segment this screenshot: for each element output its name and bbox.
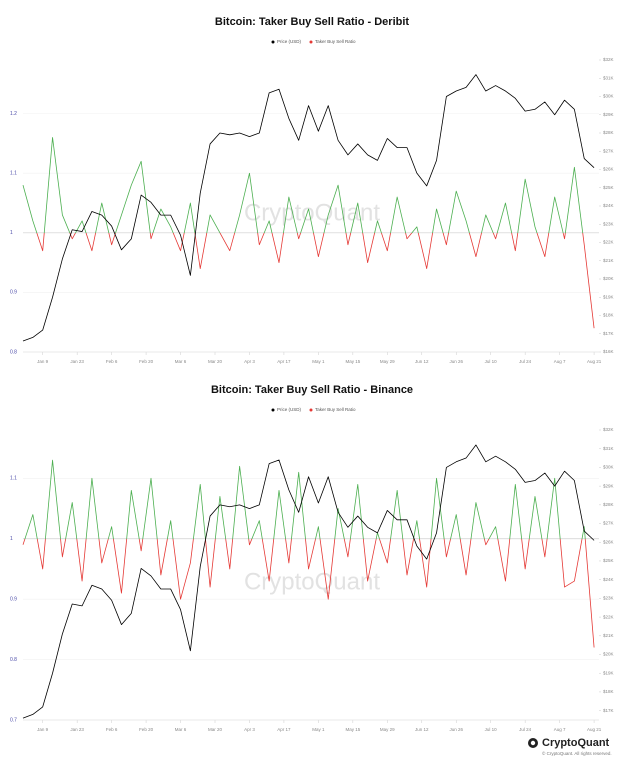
y2-tick-label: $20K [603, 276, 614, 281]
y-tick-label: 1.1 [10, 171, 17, 177]
brand-logo-hole [530, 740, 536, 746]
watermark: CryptoQuant [244, 568, 380, 595]
y2-tick-label: $26K [603, 539, 614, 544]
x-tick-label: Jun 12 [415, 359, 429, 364]
y2-tick-label: $23K [603, 596, 614, 601]
y2-tick-label: $28K [603, 502, 614, 507]
y2-tick-label: $20K [603, 652, 614, 657]
x-tick-label: Jul 24 [519, 359, 532, 364]
y2-tick-label: $18K [603, 313, 614, 318]
x-tick-label: Apr 3 [244, 359, 255, 364]
legend-swatch [271, 40, 275, 44]
x-tick-label: Aug 21 [587, 727, 602, 732]
x-tick-label: Mar 20 [208, 359, 223, 364]
x-tick-label: Jan 9 [37, 727, 49, 732]
y-tick-label: 0.9 [10, 290, 17, 296]
legend-swatch [309, 40, 313, 44]
y-tick-label: 1.2 [10, 111, 17, 117]
x-tick-label: May 1 [312, 727, 325, 732]
x-tick-label: Mar 20 [208, 727, 223, 732]
y2-tick-label: $30K [603, 94, 614, 99]
y2-tick-label: $29K [603, 112, 614, 117]
y-tick-label: 1.1 [10, 476, 17, 482]
legend-label: Price (USD) [277, 407, 302, 412]
y2-tick-label: $22K [603, 614, 614, 619]
x-tick-label: Aug 21 [587, 359, 602, 364]
x-tick-label: May 15 [345, 727, 360, 732]
x-tick-label: May 29 [380, 359, 395, 364]
y2-tick-label: $26K [603, 167, 614, 172]
chart-title: Bitcoin: Taker Buy Sell Ratio - Binance [211, 384, 413, 396]
x-tick-label: Feb 6 [106, 359, 118, 364]
y2-tick-label: $19K [603, 294, 614, 299]
y2-tick-label: $31K [603, 75, 614, 80]
y2-tick-label: $24K [603, 203, 614, 208]
x-tick-label: Jun 26 [449, 727, 463, 732]
y2-tick-label: $21K [603, 633, 614, 638]
y2-tick-label: $25K [603, 185, 614, 190]
y2-tick-label: $16K [603, 349, 614, 354]
x-tick-label: Feb 20 [139, 727, 154, 732]
y2-tick-label: $23K [603, 221, 614, 226]
x-tick-label: Jul 10 [485, 727, 498, 732]
y2-tick-label: $19K [603, 670, 614, 675]
series-line [22, 74, 595, 342]
legend-label: Taker Buy Sell Ratio [315, 39, 356, 44]
y2-tick-label: $18K [603, 689, 614, 694]
y2-tick-label: $25K [603, 558, 614, 563]
y2-tick-label: $27K [603, 521, 614, 526]
x-tick-label: Apr 3 [244, 727, 255, 732]
x-tick-label: Jun 26 [449, 359, 463, 364]
x-tick-label: Jul 24 [519, 727, 532, 732]
chart-title: Bitcoin: Taker Buy Sell Ratio - Deribit [215, 16, 409, 28]
series-line [22, 459, 595, 648]
legend-label: Taker Buy Sell Ratio [315, 407, 356, 412]
x-tick-label: Aug 7 [554, 727, 566, 732]
x-tick-label: May 1 [312, 359, 325, 364]
x-tick-label: Apr 17 [277, 727, 291, 732]
legend-swatch [271, 408, 275, 412]
y2-tick-label: $32K [603, 427, 614, 432]
y2-tick-label: $28K [603, 130, 614, 135]
x-tick-label: Mar 6 [175, 727, 187, 732]
x-tick-label: Jan 9 [37, 359, 49, 364]
y2-tick-label: $29K [603, 483, 614, 488]
y-tick-label: 0.8 [10, 657, 17, 663]
x-tick-label: Apr 17 [277, 359, 291, 364]
x-tick-label: May 15 [345, 359, 360, 364]
x-tick-label: Jul 10 [485, 359, 498, 364]
x-tick-label: May 29 [380, 727, 395, 732]
y-tick-label: 0.7 [10, 717, 17, 723]
y-tick-label: 0.8 [10, 349, 17, 355]
x-tick-label: Feb 6 [106, 727, 118, 732]
x-tick-label: Jan 23 [70, 727, 84, 732]
x-tick-label: Mar 6 [175, 359, 187, 364]
x-tick-label: Jan 23 [70, 359, 84, 364]
x-tick-label: Aug 7 [554, 359, 566, 364]
y2-tick-label: $21K [603, 258, 614, 263]
y-tick-label: 1 [10, 536, 13, 542]
legend-swatch [309, 408, 313, 412]
y2-tick-label: $24K [603, 577, 614, 582]
y2-tick-label: $32K [603, 57, 614, 62]
legend-label: Price (USD) [277, 39, 302, 44]
x-tick-label: Jun 12 [415, 727, 429, 732]
x-tick-label: Feb 20 [139, 359, 154, 364]
y2-tick-label: $22K [603, 240, 614, 245]
watermark: CryptoQuant [244, 199, 380, 226]
brand-name: CryptoQuant [542, 737, 610, 749]
y-tick-label: 0.9 [10, 596, 17, 602]
series-line [22, 137, 595, 329]
y2-tick-label: $27K [603, 148, 614, 153]
series-line [22, 444, 595, 719]
y2-tick-label: $30K [603, 465, 614, 470]
y2-tick-label: $17K [603, 708, 614, 713]
copyright: © CryptoQuant. All rights reserved. [542, 750, 612, 756]
y2-tick-label: $31K [603, 446, 614, 451]
y-tick-label: 1 [10, 230, 13, 236]
y2-tick-label: $17K [603, 331, 614, 336]
